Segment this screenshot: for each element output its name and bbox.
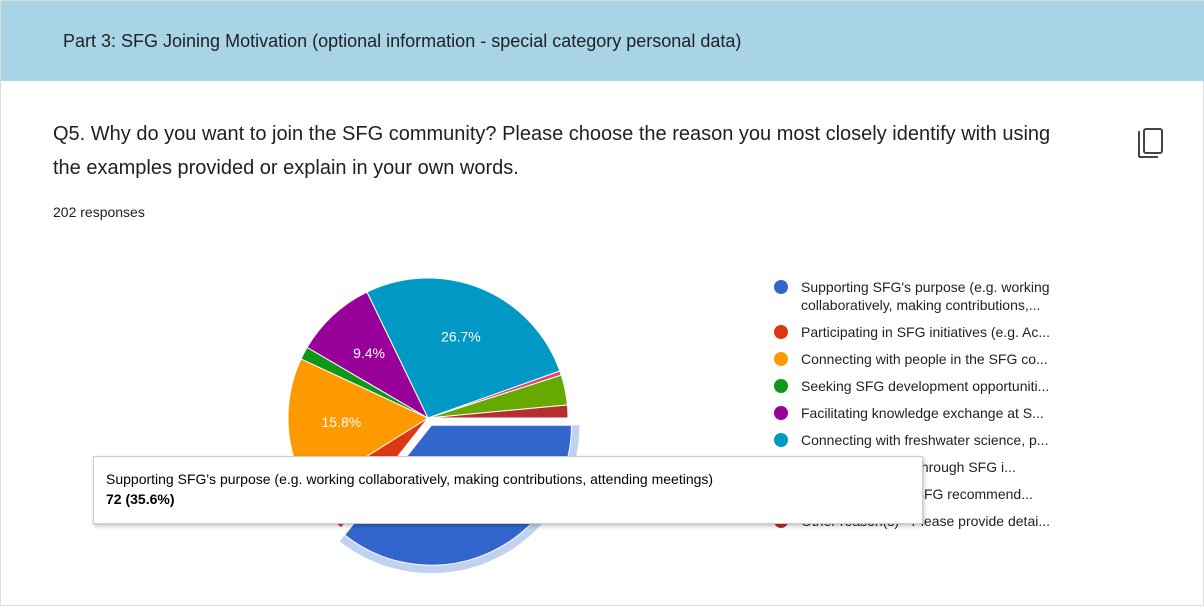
legend-swatch	[774, 280, 788, 294]
legend-label: Connecting with freshwater science, p...	[801, 432, 1049, 448]
legend-label: Seeking SFG development opportuniti...	[801, 378, 1050, 394]
section-title: Part 3: SFG Joining Motivation (optional…	[63, 31, 742, 51]
slice-label: 26.7%	[441, 328, 481, 344]
slice	[366, 277, 561, 419]
legend: Supporting SFG's purpose (e.g. working c…	[774, 278, 1144, 539]
slice-label: 9.4%	[353, 345, 385, 361]
legend-item[interactable]: Supporting SFG's purpose (e.g. working c…	[774, 278, 1144, 314]
legend-item[interactable]: Connecting with people in the SFG co...	[774, 350, 1144, 368]
slice-label: 15.8%	[322, 414, 362, 430]
legend-item[interactable]: Participating in SFG initiatives (e.g. A…	[774, 323, 1144, 341]
legend-label: Facilitating knowledge exchange at S...	[801, 405, 1044, 421]
legend-swatch	[774, 325, 788, 339]
slice	[306, 291, 430, 420]
legend-swatch	[774, 433, 788, 447]
tooltip-value: 72 (35.6%)	[106, 491, 175, 507]
responses: 202 responses	[53, 204, 145, 220]
slice	[427, 404, 569, 419]
tooltip: Supporting SFG's purpose (e.g. working c…	[93, 456, 923, 524]
section-header: Part 3: SFG Joining Motivation (optional…	[1, 1, 1204, 81]
legend-swatch	[774, 406, 788, 420]
legend-label: Participating in SFG initiatives (e.g. A…	[801, 324, 1050, 340]
legend-item[interactable]: Seeking SFG development opportuniti...	[774, 377, 1144, 395]
legend-item[interactable]: Facilitating knowledge exchange at S...	[774, 404, 1144, 422]
copy-icon[interactable]	[1138, 128, 1163, 158]
question: Q5. Why do you want to join the SFG comm…	[53, 123, 1051, 179]
legend-label: Supporting SFG's purpose (e.g. working c…	[801, 279, 1050, 313]
legend-swatch	[774, 352, 788, 366]
legend-label: Connecting with people in the SFG co...	[801, 351, 1048, 367]
tooltip-text: Supporting SFG's purpose (e.g. working c…	[106, 471, 714, 487]
legend-item[interactable]: Connecting with freshwater science, p...	[774, 431, 1144, 449]
legend-swatch	[774, 379, 788, 393]
